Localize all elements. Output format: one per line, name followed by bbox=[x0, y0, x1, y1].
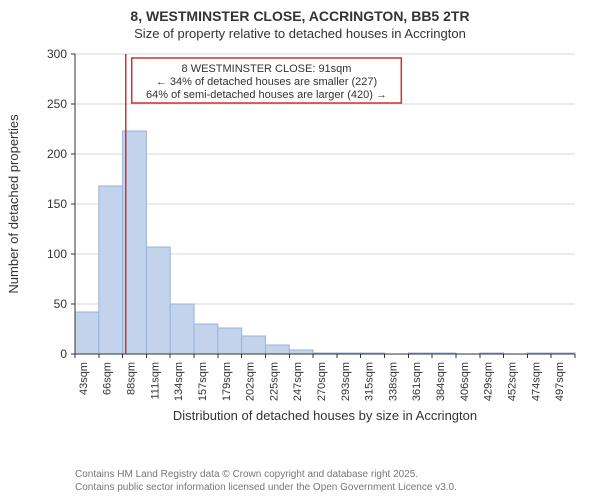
svg-text:50: 50 bbox=[54, 297, 68, 311]
histogram-bar bbox=[194, 324, 218, 354]
svg-text:300: 300 bbox=[47, 47, 67, 61]
x-tick-label: 384sqm bbox=[435, 362, 447, 401]
histogram-bar bbox=[218, 328, 242, 354]
x-tick-label: 43sqm bbox=[78, 362, 90, 395]
histogram-bar bbox=[146, 247, 170, 354]
x-tick-label: 111sqm bbox=[149, 362, 161, 400]
x-axis-title: Distribution of detached houses by size … bbox=[173, 408, 477, 423]
footer-line1: Contains HM Land Registry data © Crown c… bbox=[75, 469, 457, 482]
x-tick-label: 202sqm bbox=[245, 362, 257, 401]
x-tick-label: 406sqm bbox=[459, 362, 471, 401]
x-tick-label: 247sqm bbox=[292, 362, 304, 401]
chart-container: 0 50 100 150 200 250 300 43sqm 66sqm 88sqm 111sqm 1… bbox=[0, 44, 600, 444]
x-tick-label: 293sqm bbox=[340, 362, 352, 401]
callout-line: 8 WESTMINSTER CLOSE: 91sqm bbox=[182, 63, 352, 75]
x-tick-label: 361sqm bbox=[411, 362, 423, 401]
histogram-bar bbox=[289, 350, 313, 354]
callout-line: ← 34% of detached houses are smaller (22… bbox=[156, 76, 377, 88]
chart-title-block: 8, WESTMINSTER CLOSE, ACCRINGTON, BB5 2T… bbox=[0, 0, 600, 41]
callout-line: 64% of semi-detached houses are larger (… bbox=[146, 89, 387, 101]
x-tick-label: 157sqm bbox=[197, 362, 209, 401]
svg-text:150: 150 bbox=[47, 197, 67, 211]
x-tick-label: 452sqm bbox=[506, 362, 518, 401]
x-tick-label: 66sqm bbox=[102, 362, 114, 395]
svg-text:250: 250 bbox=[47, 97, 67, 111]
x-tick-label: 179sqm bbox=[221, 362, 233, 401]
footer-line2: Contains public sector information licen… bbox=[75, 482, 457, 495]
svg-text:0: 0 bbox=[60, 347, 67, 361]
x-tick-label: 270sqm bbox=[316, 362, 328, 401]
x-tick-label: 225sqm bbox=[268, 362, 280, 401]
footer-attribution: Contains HM Land Registry data © Crown c… bbox=[75, 469, 457, 494]
chart-title-line1: 8, WESTMINSTER CLOSE, ACCRINGTON, BB5 2T… bbox=[0, 8, 600, 24]
histogram-bar bbox=[99, 186, 123, 354]
x-tick-label: 497sqm bbox=[554, 362, 566, 401]
y-axis-title: Number of detached properties bbox=[6, 114, 21, 294]
x-tick-label: 338sqm bbox=[387, 362, 399, 401]
x-tick-label: 429sqm bbox=[483, 362, 495, 401]
x-tick-label: 315sqm bbox=[364, 362, 376, 401]
histogram-bar bbox=[242, 336, 266, 354]
svg-text:100: 100 bbox=[47, 247, 67, 261]
histogram-bar bbox=[75, 312, 99, 354]
histogram-bar bbox=[170, 304, 194, 354]
x-tick-label: 88sqm bbox=[126, 362, 138, 395]
x-tick-label: 134sqm bbox=[173, 362, 185, 401]
histogram-bar bbox=[265, 345, 289, 354]
chart-title-line2: Size of property relative to detached ho… bbox=[0, 26, 600, 41]
histogram-chart: 0 50 100 150 200 250 300 43sqm 66sqm 88sqm 111sqm 1… bbox=[0, 44, 600, 444]
svg-text:200: 200 bbox=[47, 147, 67, 161]
x-tick-label: 474sqm bbox=[530, 362, 542, 401]
